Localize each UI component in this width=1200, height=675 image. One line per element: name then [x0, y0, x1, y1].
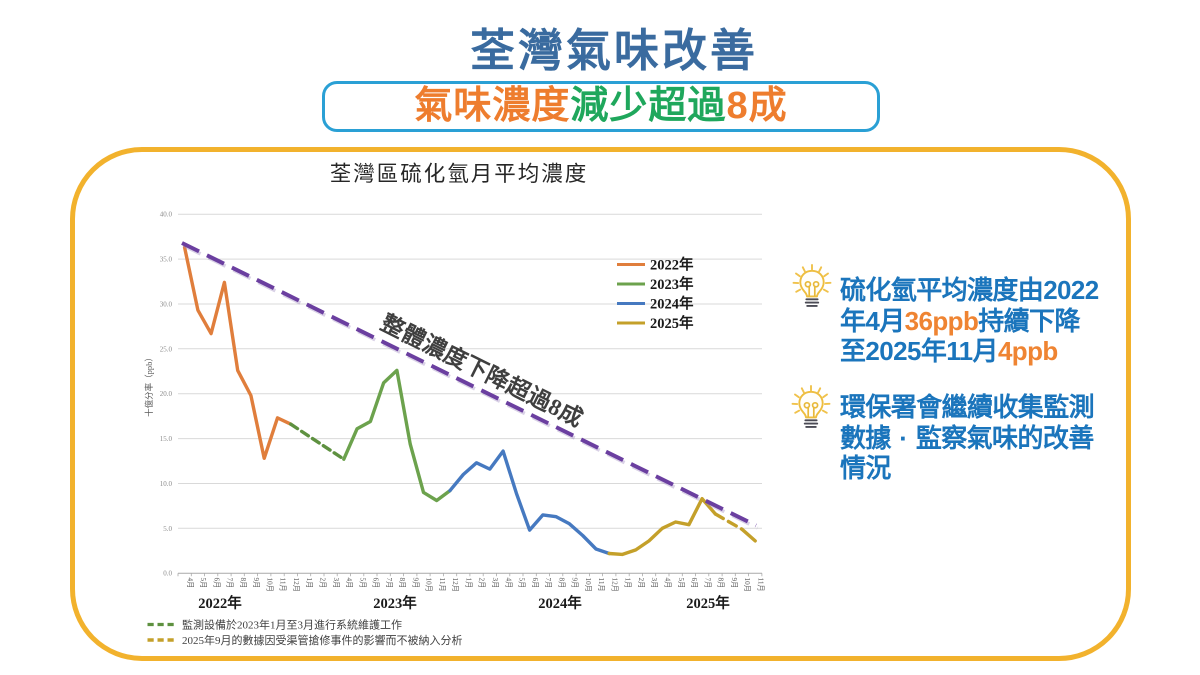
svg-text:12月: 12月 [451, 578, 459, 592]
svg-text:6月: 6月 [372, 578, 380, 589]
svg-text:2022年: 2022年 [198, 594, 242, 612]
svg-text:5.0: 5.0 [163, 525, 172, 533]
svg-text:2025年: 2025年 [686, 594, 730, 612]
svg-text:9月: 9月 [252, 578, 260, 589]
svg-text:3月: 3月 [332, 578, 340, 589]
svg-text:5月: 5月 [518, 578, 526, 589]
svg-text:0.0: 0.0 [163, 570, 172, 578]
svg-text:12月: 12月 [610, 578, 618, 592]
svg-text:5月: 5月 [677, 578, 685, 589]
svg-text:4月: 4月 [345, 578, 353, 589]
svg-text:2024年: 2024年 [650, 295, 694, 313]
svg-text:2024年: 2024年 [538, 594, 582, 612]
svg-text:9月: 9月 [411, 578, 419, 589]
svg-text:2月: 2月 [637, 578, 645, 589]
svg-text:2月: 2月 [319, 578, 327, 589]
svg-text:10.0: 10.0 [160, 480, 173, 488]
svg-text:3月: 3月 [650, 578, 658, 589]
svg-text:十億分率（ppb）: 十億分率（ppb） [144, 353, 154, 417]
svg-text:1月: 1月 [465, 578, 473, 589]
svg-text:11月: 11月 [438, 578, 446, 592]
svg-text:7月: 7月 [544, 578, 552, 589]
svg-text:7月: 7月 [703, 578, 711, 589]
svg-text:6月: 6月 [531, 578, 539, 589]
svg-text:監測設備於2023年1月至3月進行系統維護工作: 監測設備於2023年1月至3月進行系統維護工作 [182, 618, 402, 632]
svg-text:3月: 3月 [491, 578, 499, 589]
svg-text:12月: 12月 [292, 578, 300, 592]
svg-text:6月: 6月 [212, 578, 220, 589]
svg-text:11月: 11月 [597, 578, 605, 592]
svg-text:10月: 10月 [584, 578, 592, 592]
svg-text:6月: 6月 [690, 578, 698, 589]
svg-text:10月: 10月 [265, 578, 273, 592]
svg-text:9月: 9月 [571, 578, 579, 589]
svg-text:25.0: 25.0 [160, 345, 173, 353]
svg-text:2022年: 2022年 [650, 256, 694, 274]
svg-text:10月: 10月 [743, 578, 751, 592]
svg-text:35.0: 35.0 [160, 256, 173, 264]
svg-text:5月: 5月 [199, 578, 207, 589]
svg-text:2月: 2月 [478, 578, 486, 589]
svg-text:8月: 8月 [557, 578, 565, 589]
svg-text:11月: 11月 [756, 578, 764, 592]
svg-text:2025年: 2025年 [650, 314, 694, 332]
svg-text:7月: 7月 [226, 578, 234, 589]
svg-text:2025年9月的數據因受渠管搶修事件的影響而不被納入分析: 2025年9月的數據因受渠管搶修事件的影響而不被納入分析 [182, 633, 463, 647]
svg-text:8月: 8月 [398, 578, 406, 589]
svg-text:4月: 4月 [186, 578, 194, 589]
svg-text:1月: 1月 [624, 578, 632, 589]
svg-text:5月: 5月 [358, 578, 366, 589]
svg-text:整體濃度下降超過8成: 整體濃度下降超過8成 [377, 309, 588, 432]
svg-text:11月: 11月 [279, 578, 287, 592]
svg-text:10月: 10月 [425, 578, 433, 592]
svg-text:4月: 4月 [504, 578, 512, 589]
svg-text:30.0: 30.0 [160, 301, 173, 309]
svg-text:4月: 4月 [664, 578, 672, 589]
svg-text:7月: 7月 [385, 578, 393, 589]
svg-text:8月: 8月 [239, 578, 247, 589]
svg-text:1月: 1月 [305, 578, 313, 589]
svg-text:荃灣區硫化氫月平均濃度: 荃灣區硫化氫月平均濃度 [330, 162, 589, 186]
svg-text:15.0: 15.0 [160, 435, 173, 443]
svg-text:40.0: 40.0 [160, 211, 173, 219]
svg-text:9月: 9月 [730, 578, 738, 589]
svg-text:2023年: 2023年 [373, 594, 417, 612]
svg-text:8月: 8月 [717, 578, 725, 589]
svg-text:2023年: 2023年 [650, 275, 694, 293]
svg-text:20.0: 20.0 [160, 390, 173, 398]
